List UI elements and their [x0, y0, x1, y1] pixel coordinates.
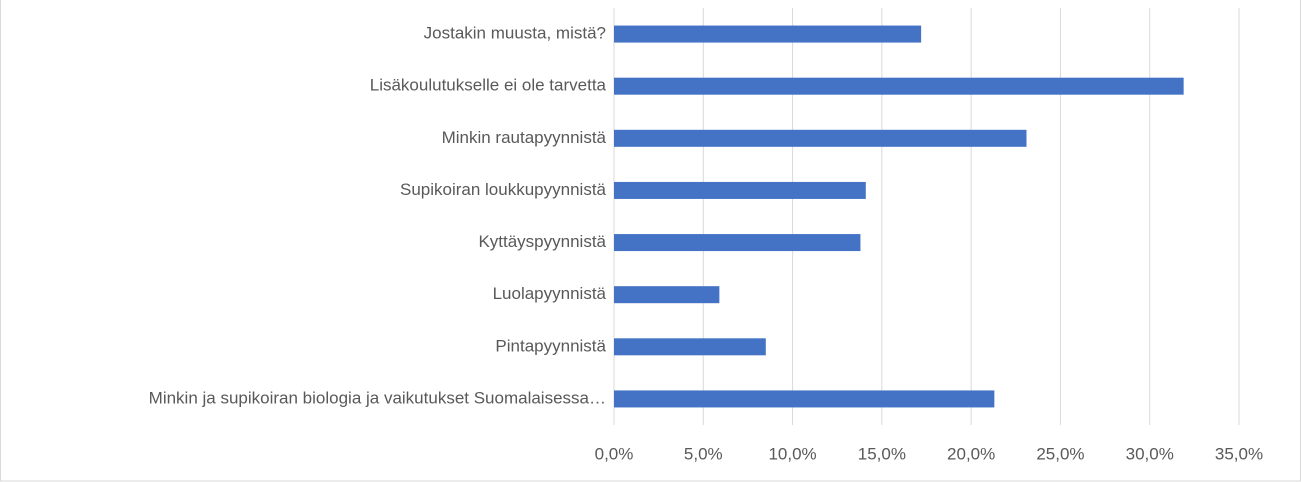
y-tick-label: Supikoiran loukkupyynnistä: [400, 180, 607, 199]
y-tick-label: Lisäkoulutukselle ei ole tarvetta: [370, 76, 607, 95]
x-tick-label: 0,0%: [595, 444, 634, 463]
bar: [614, 77, 1184, 95]
x-tick-label: 25,0%: [1036, 444, 1084, 463]
bar: [614, 129, 1027, 147]
x-tick-label: 20,0%: [947, 444, 995, 463]
bar: [614, 390, 995, 408]
y-tick-label: Minkin ja supikoiran biologia ja vaikutu…: [149, 388, 606, 407]
y-tick-label: Minkin rautapyynnistä: [442, 128, 607, 147]
x-tick-label: 15,0%: [858, 444, 906, 463]
bar: [614, 338, 766, 356]
y-tick-label: Kyttäyspyynnistä: [478, 232, 606, 251]
y-tick-label: Luolapyynnistä: [493, 284, 607, 303]
y-tick-label: Jostakin muusta, mistä?: [424, 24, 606, 43]
bar: [614, 234, 861, 252]
bar: [614, 286, 720, 304]
x-tick-label: 10,0%: [768, 444, 816, 463]
bar: [614, 25, 922, 43]
x-tick-label: 5,0%: [684, 444, 723, 463]
x-tick-label: 35,0%: [1215, 444, 1263, 463]
x-tick-label: 30,0%: [1126, 444, 1174, 463]
y-tick-label: Pintapyynnistä: [495, 336, 606, 355]
bar: [614, 181, 866, 199]
